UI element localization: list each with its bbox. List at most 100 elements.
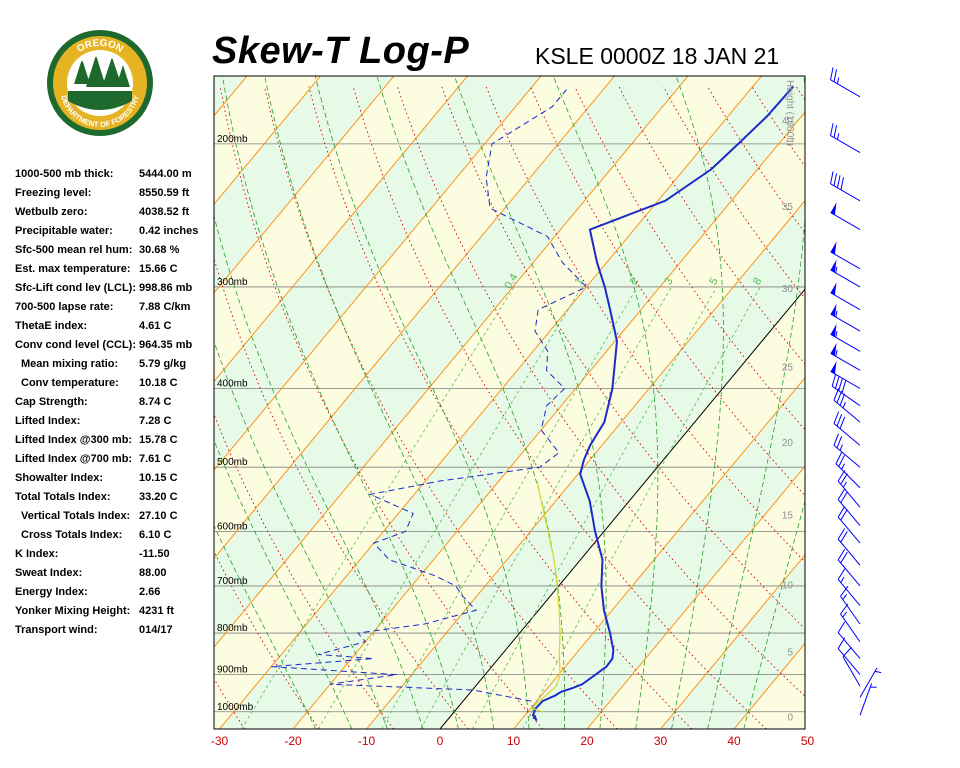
isotherm-line <box>214 76 615 560</box>
height-tick-label: 0 <box>787 712 793 723</box>
wind-barb-flag <box>833 433 840 446</box>
wind-barb <box>859 667 882 698</box>
mixing-ratio-label: 3 <box>662 276 675 287</box>
wind-barb-flag <box>837 528 846 540</box>
index-label: Conv temperature: <box>21 377 119 389</box>
wind-barb-flag <box>835 452 843 464</box>
wind-barb <box>840 585 861 625</box>
temperature-band <box>219 76 805 729</box>
wind-barb-flag <box>836 435 843 449</box>
wind-barb <box>837 506 861 544</box>
temperature-tick-label: 40 <box>727 734 741 748</box>
index-row: Energy Index: 2.66 <box>15 586 215 605</box>
wind-barb <box>842 646 861 687</box>
isotherm-line <box>214 76 542 471</box>
wind-barb-flag <box>837 568 846 580</box>
wind-barb-flag <box>837 621 846 633</box>
isotherm-line <box>214 76 689 648</box>
freezing-isotherm <box>439 288 805 729</box>
index-label: Sweat Index: <box>15 567 83 579</box>
wind-barb-half-flag <box>842 481 848 488</box>
moist-adiabat <box>707 76 805 729</box>
wind-barb-flag <box>840 177 844 190</box>
dry-adiabat <box>841 87 960 729</box>
wind-barb-flag <box>840 473 848 485</box>
wind-barb-staff <box>837 538 861 566</box>
wind-barb-staff <box>833 423 861 446</box>
moist-adiabat <box>671 76 724 729</box>
wind-barb-flag <box>837 488 846 500</box>
wind-barb <box>837 621 861 659</box>
moist-adiabat <box>552 76 659 729</box>
wind-barb-staff <box>837 579 861 606</box>
wind-barb-pennant <box>830 282 837 296</box>
index-value: 5.79 g/kg <box>139 358 187 370</box>
height-tick-label: 25 <box>782 363 794 374</box>
height-tick-label: 5 <box>787 648 793 659</box>
wind-barb-half-flag <box>842 611 847 618</box>
isotherm-line <box>214 76 248 117</box>
isotherm-line <box>808 76 960 729</box>
wind-barb-staff <box>830 135 861 154</box>
wind-barb <box>837 637 861 675</box>
wind-barb-flag <box>830 123 834 136</box>
index-label: ThetaE index: <box>15 320 88 332</box>
wind-barb-staff <box>831 385 861 407</box>
temperature-tick-label: 30 <box>654 734 668 748</box>
wind-barb-pennant <box>830 323 837 337</box>
pressure-label: 600mb <box>217 522 248 533</box>
isotherm-line <box>366 199 805 729</box>
height-tick-label: 35 <box>782 202 794 213</box>
wind-barb-half-flag <box>842 401 846 409</box>
index-row: Est. max temperature: 15.66 C <box>15 263 215 282</box>
pressure-label: 500mb <box>217 457 248 468</box>
wind-barb-half-flag <box>840 576 845 583</box>
index-label: 1000-500 mb thick: <box>15 168 114 180</box>
index-value: -11.50 <box>139 548 170 560</box>
pressure-label: 1000mb <box>217 702 254 713</box>
wind-barb-staff <box>840 595 861 625</box>
wind-barb <box>830 171 861 202</box>
pressure-label: 400mb <box>217 378 248 389</box>
mixing-ratio-label: 5 <box>707 276 720 287</box>
svg-text:OREGON: OREGON <box>75 38 125 55</box>
pressure-label: 800mb <box>217 623 248 634</box>
index-label: K Index: <box>15 548 59 560</box>
wind-barb-flag <box>836 414 843 427</box>
wind-barb <box>859 683 877 716</box>
isotherm-line <box>586 465 805 729</box>
wind-barb-staff <box>837 559 861 587</box>
index-row: K Index: -11.50 <box>15 548 215 567</box>
wind-barb <box>830 259 861 288</box>
index-value: 4.61 C <box>139 320 172 332</box>
index-value: 2.66 <box>139 586 161 598</box>
wind-barb-half-flag <box>836 133 840 140</box>
dry-adiabat <box>214 550 320 729</box>
wind-barb-flag <box>837 470 846 482</box>
pressure-label: 900mb <box>217 665 248 676</box>
dry-adiabat <box>795 86 805 101</box>
index-value: 964.35 mb <box>139 339 193 351</box>
dry-adiabat <box>219 86 544 729</box>
parcel-profile <box>529 480 561 713</box>
isotherm-line <box>513 377 805 729</box>
wind-barb-pennant <box>830 342 837 356</box>
wind-barb-flag <box>838 455 845 467</box>
moist-adiabat <box>264 76 495 729</box>
index-row: Precipitable water: 0.42 inches <box>15 225 215 244</box>
temperature-tick-label: 20 <box>580 734 594 748</box>
index-value: 30.68 % <box>139 244 180 256</box>
wind-barb-flag <box>840 509 848 521</box>
index-value: 8550.59 ft <box>139 187 190 199</box>
index-row: Showalter Index: 10.15 C <box>15 472 215 491</box>
wind-barb <box>830 202 861 231</box>
temperature-band <box>214 76 247 116</box>
wind-barb-flag <box>840 551 848 564</box>
index-value: 8.74 C <box>139 396 172 408</box>
wind-barb-staff <box>837 632 861 659</box>
temperature-tick-label: 10 <box>507 734 521 748</box>
wind-barb <box>837 568 861 606</box>
mixing-ratio-line <box>522 286 761 729</box>
index-row: Freezing level: 8550.59 ft <box>15 187 215 206</box>
wind-barb-staff <box>830 251 861 270</box>
